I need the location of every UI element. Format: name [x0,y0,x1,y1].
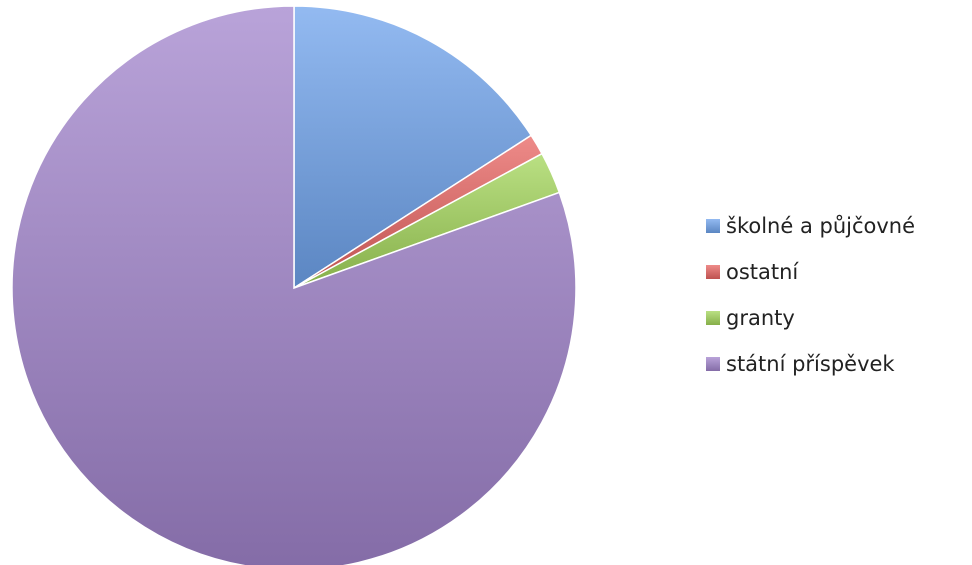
legend-label: školné a půjčovné [726,214,915,238]
legend-item-skolne-a-pujcovne: školné a půjčovné [706,214,915,238]
legend: školné a půjčovné ostatní granty státní pří… [706,214,915,376]
pie-slice-statni-prispevek [11,5,577,565]
legend-label: státní příspěvek [726,352,895,376]
legend-item-granty: granty [706,306,795,330]
pie-slice-skolne-a-pujcovne [293,5,533,290]
legend-swatch [706,357,720,371]
legend-label: ostatní [726,260,799,284]
pie-slices [11,5,577,565]
legend-swatch [706,265,720,279]
legend-swatch [706,219,720,233]
legend-item-statni-prispevek: státní příspěvek [706,352,895,376]
legend-swatch [706,311,720,325]
legend-label: granty [726,306,795,330]
legend-item-ostatni: ostatní [706,260,799,284]
